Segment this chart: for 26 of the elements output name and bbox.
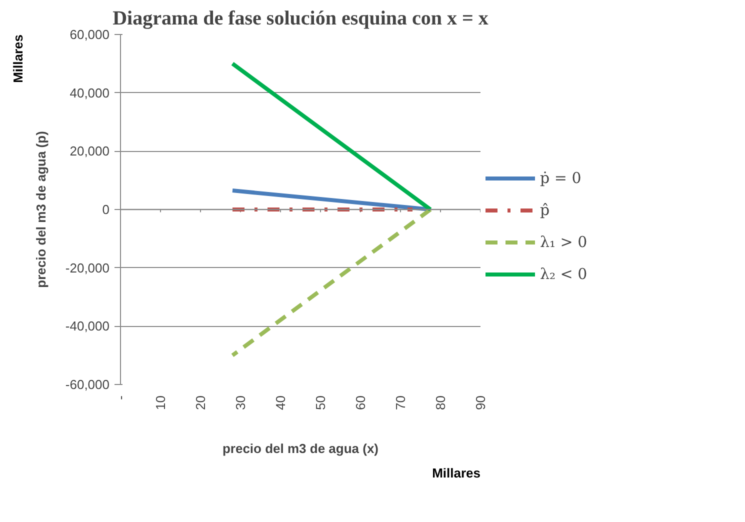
x-tick-label: 90 <box>473 395 488 410</box>
y-tick-label: 20,000 <box>70 144 110 159</box>
chart-title: Diagrama de fase solución esquina con x = x <box>112 8 488 30</box>
y-tick-label: -40,000 <box>65 318 110 334</box>
x-tick-label: 80 <box>433 395 448 410</box>
y-tick-label: -60,000 <box>65 377 110 392</box>
y-tick-label: 40,000 <box>70 85 110 100</box>
y-tick-label: -20,000 <box>65 260 110 276</box>
y-axis-title: precio del m3 de agua (p) <box>33 131 48 288</box>
x-axis-title: precio del m3 de agua (x) <box>222 440 379 456</box>
x-tick-label: 60 <box>353 395 368 410</box>
legend-label: λ₁ > 0 <box>540 233 588 251</box>
x-tick-label: 70 <box>393 395 408 410</box>
x-tick-label: 10 <box>153 395 168 410</box>
x-tick-label: - <box>113 395 128 400</box>
x-tick-label: 50 <box>313 395 328 410</box>
text: Millares <box>10 34 26 83</box>
y-tick-label: 60,000 <box>70 27 110 42</box>
x-tick-label: 20 <box>193 395 208 410</box>
x-tick-label: 40 <box>273 395 288 410</box>
legend-label: p̂ <box>540 201 551 219</box>
text: Millares <box>432 466 481 480</box>
legend-label: ṗ = 0 <box>540 169 582 187</box>
x-tick-label: 30 <box>233 395 248 410</box>
y-tick-label: 0 <box>102 202 110 217</box>
legend-label: λ₂ < 0 <box>540 265 588 283</box>
